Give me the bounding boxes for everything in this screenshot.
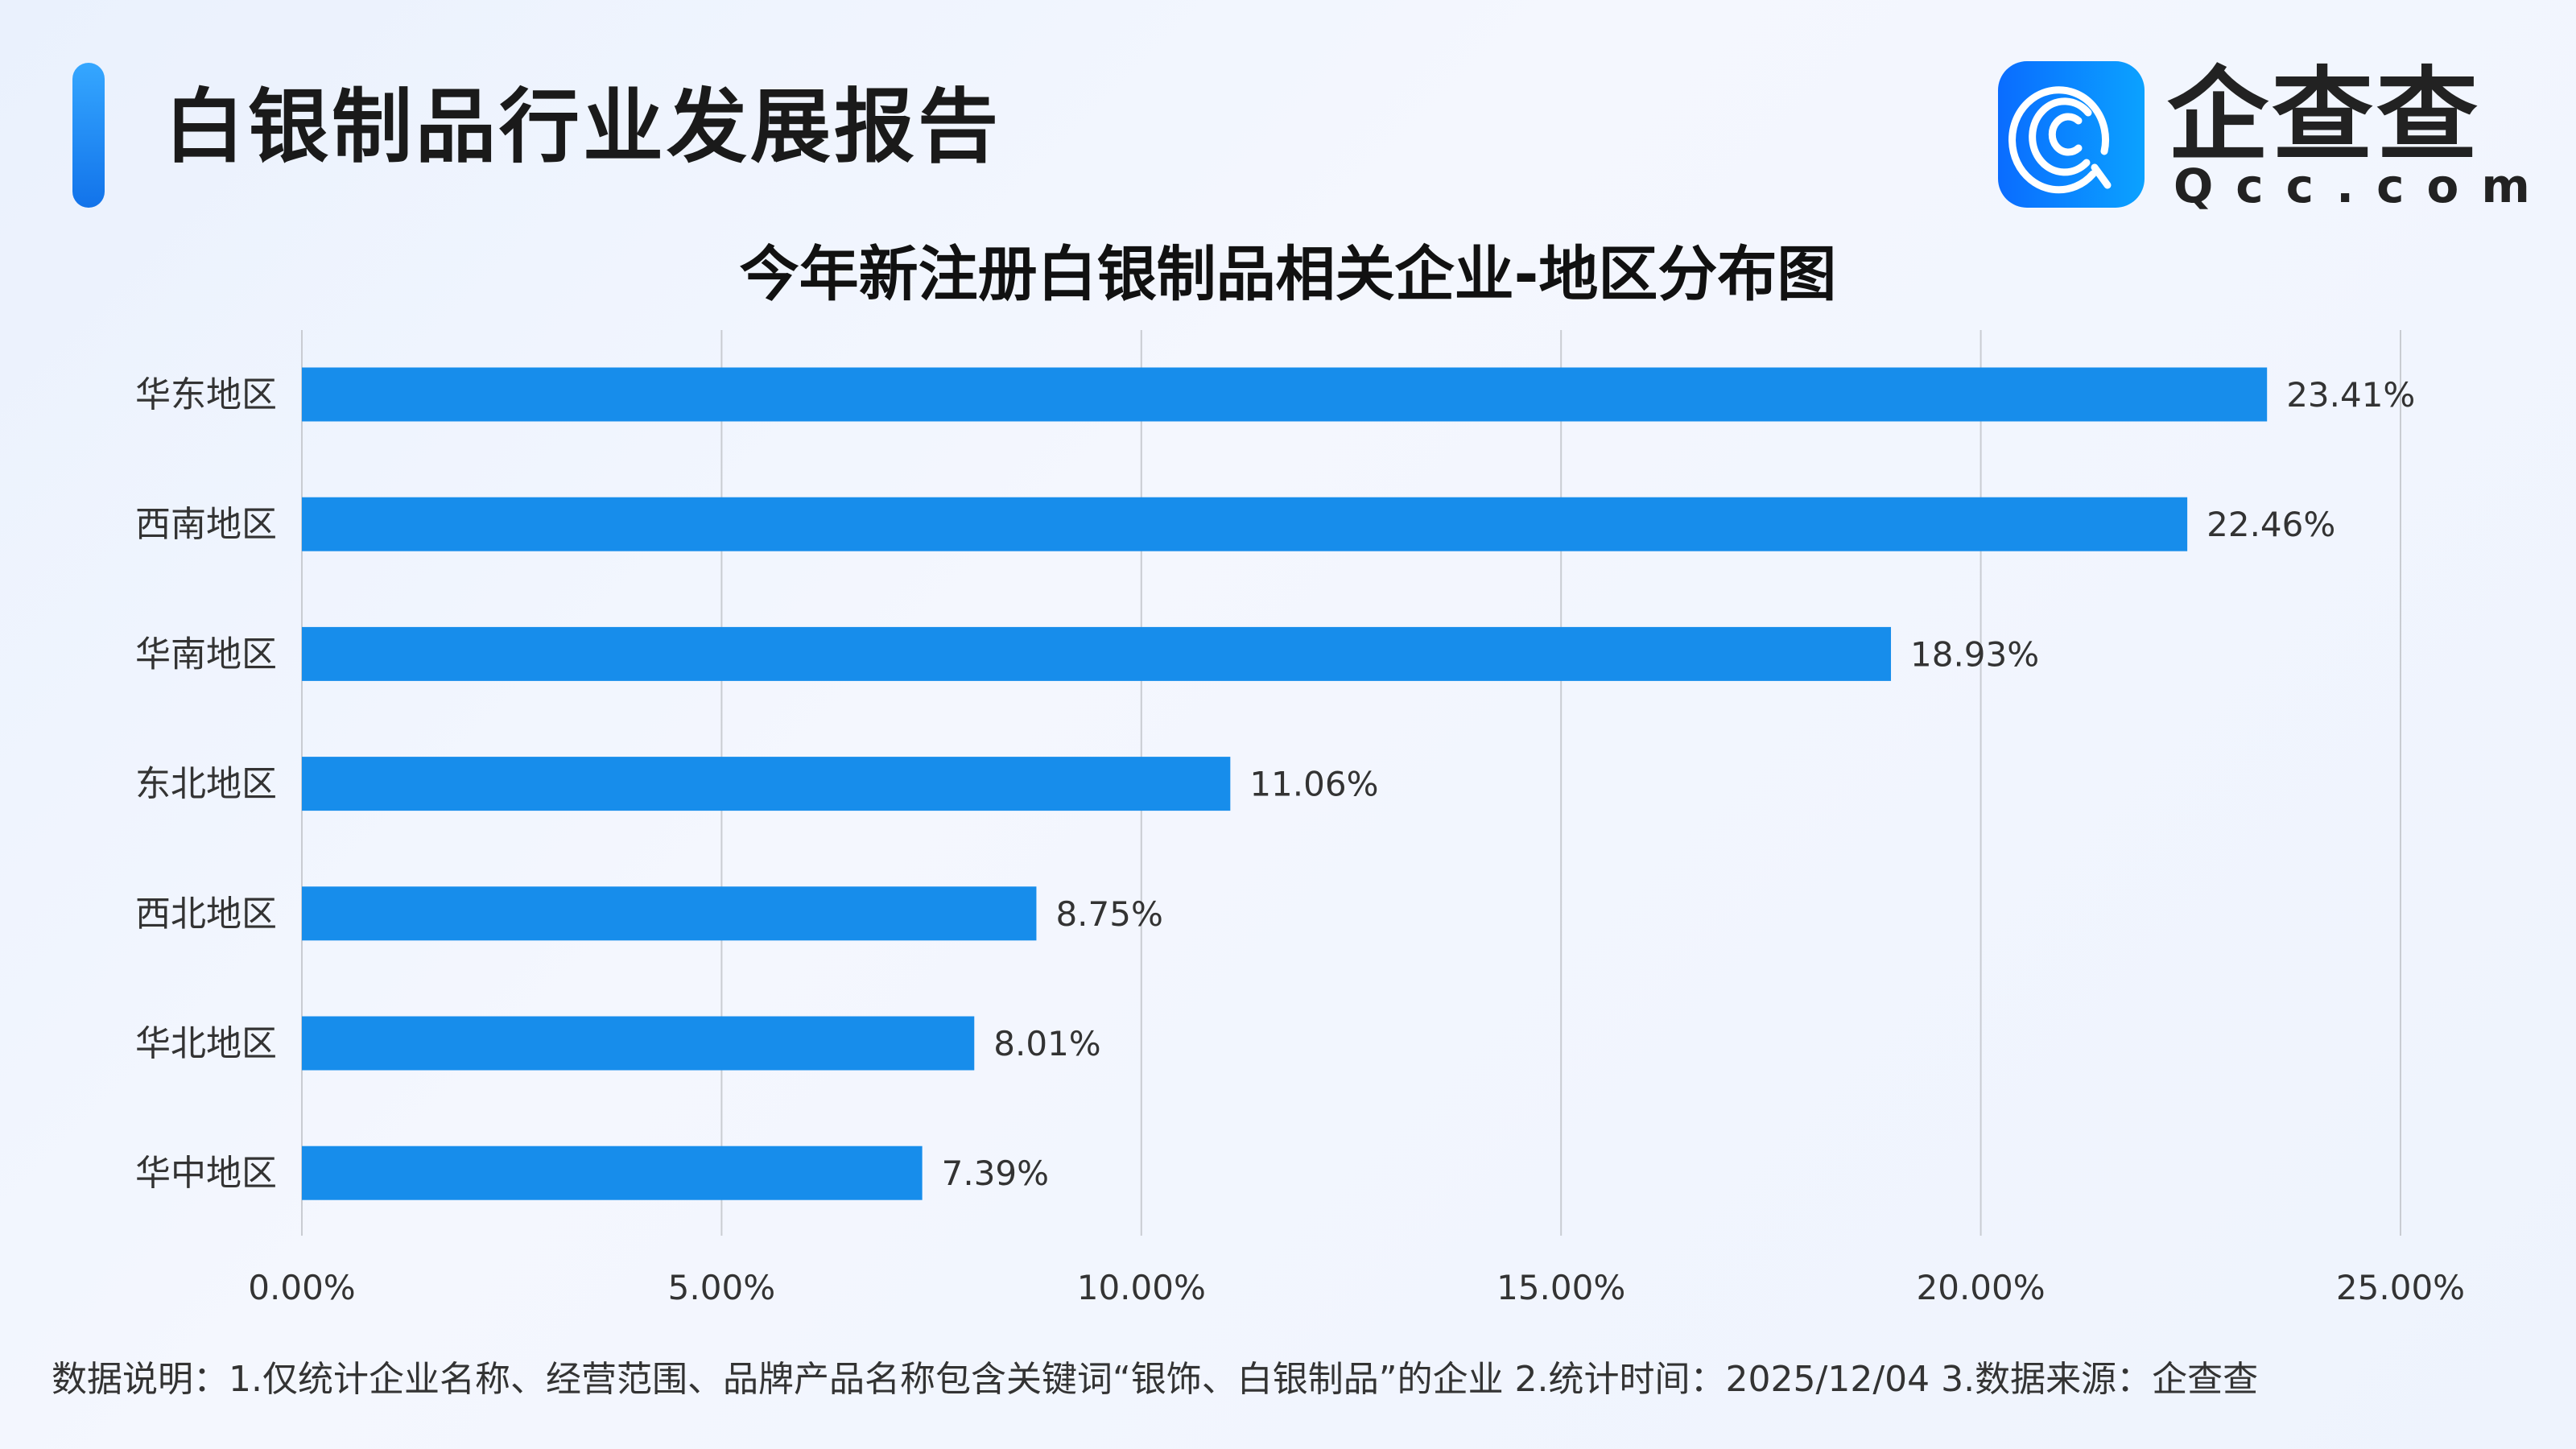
bar bbox=[302, 497, 2188, 551]
x-tick-label: 25.00% bbox=[2336, 1268, 2465, 1307]
data-label: 18.93% bbox=[1910, 634, 2039, 674]
category-label: 华东地区 bbox=[135, 374, 277, 415]
category-label: 西北地区 bbox=[135, 894, 277, 935]
category-label: 华北地区 bbox=[135, 1023, 277, 1064]
data-label: 8.75% bbox=[1055, 894, 1162, 934]
bar bbox=[302, 757, 1231, 811]
category-label: 华中地区 bbox=[135, 1153, 277, 1194]
page-title: 白银制品行业发展报告 bbox=[164, 80, 1001, 174]
x-tick-label: 10.00% bbox=[1077, 1268, 1206, 1307]
bar bbox=[302, 1016, 975, 1071]
x-tick-label: 0.00% bbox=[248, 1268, 355, 1307]
data-label: 8.01% bbox=[993, 1024, 1100, 1063]
data-label: 7.39% bbox=[942, 1154, 1049, 1193]
bar bbox=[302, 1146, 923, 1200]
x-tick-label: 20.00% bbox=[1917, 1268, 2046, 1307]
category-label: 华南地区 bbox=[135, 634, 277, 675]
x-tick-label: 5.00% bbox=[668, 1268, 775, 1307]
qcc-logo-icon bbox=[1998, 61, 2145, 208]
category-label: 东北地区 bbox=[135, 764, 277, 805]
x-tick-label: 15.00% bbox=[1496, 1268, 1625, 1307]
data-label: 11.06% bbox=[1249, 765, 1378, 804]
category-label: 西南地区 bbox=[135, 504, 277, 545]
bar bbox=[302, 367, 2268, 422]
data-label: 22.46% bbox=[2207, 505, 2335, 544]
bar bbox=[302, 886, 1037, 941]
footer-note: 数据说明：1.仅统计企业名称、经营范围、品牌产品名称包含关键词“银饰、白银制品”… bbox=[52, 1359, 2259, 1400]
title-accent-bar bbox=[72, 63, 105, 208]
logo-text-en: Qcc.com bbox=[2174, 159, 2553, 213]
bar bbox=[302, 626, 1892, 681]
chart-title: 今年新注册白银制品相关企业-地区分布图 bbox=[739, 240, 1837, 309]
logo-text-cn: 企查查 bbox=[2167, 56, 2481, 175]
data-label: 23.41% bbox=[2286, 375, 2415, 415]
